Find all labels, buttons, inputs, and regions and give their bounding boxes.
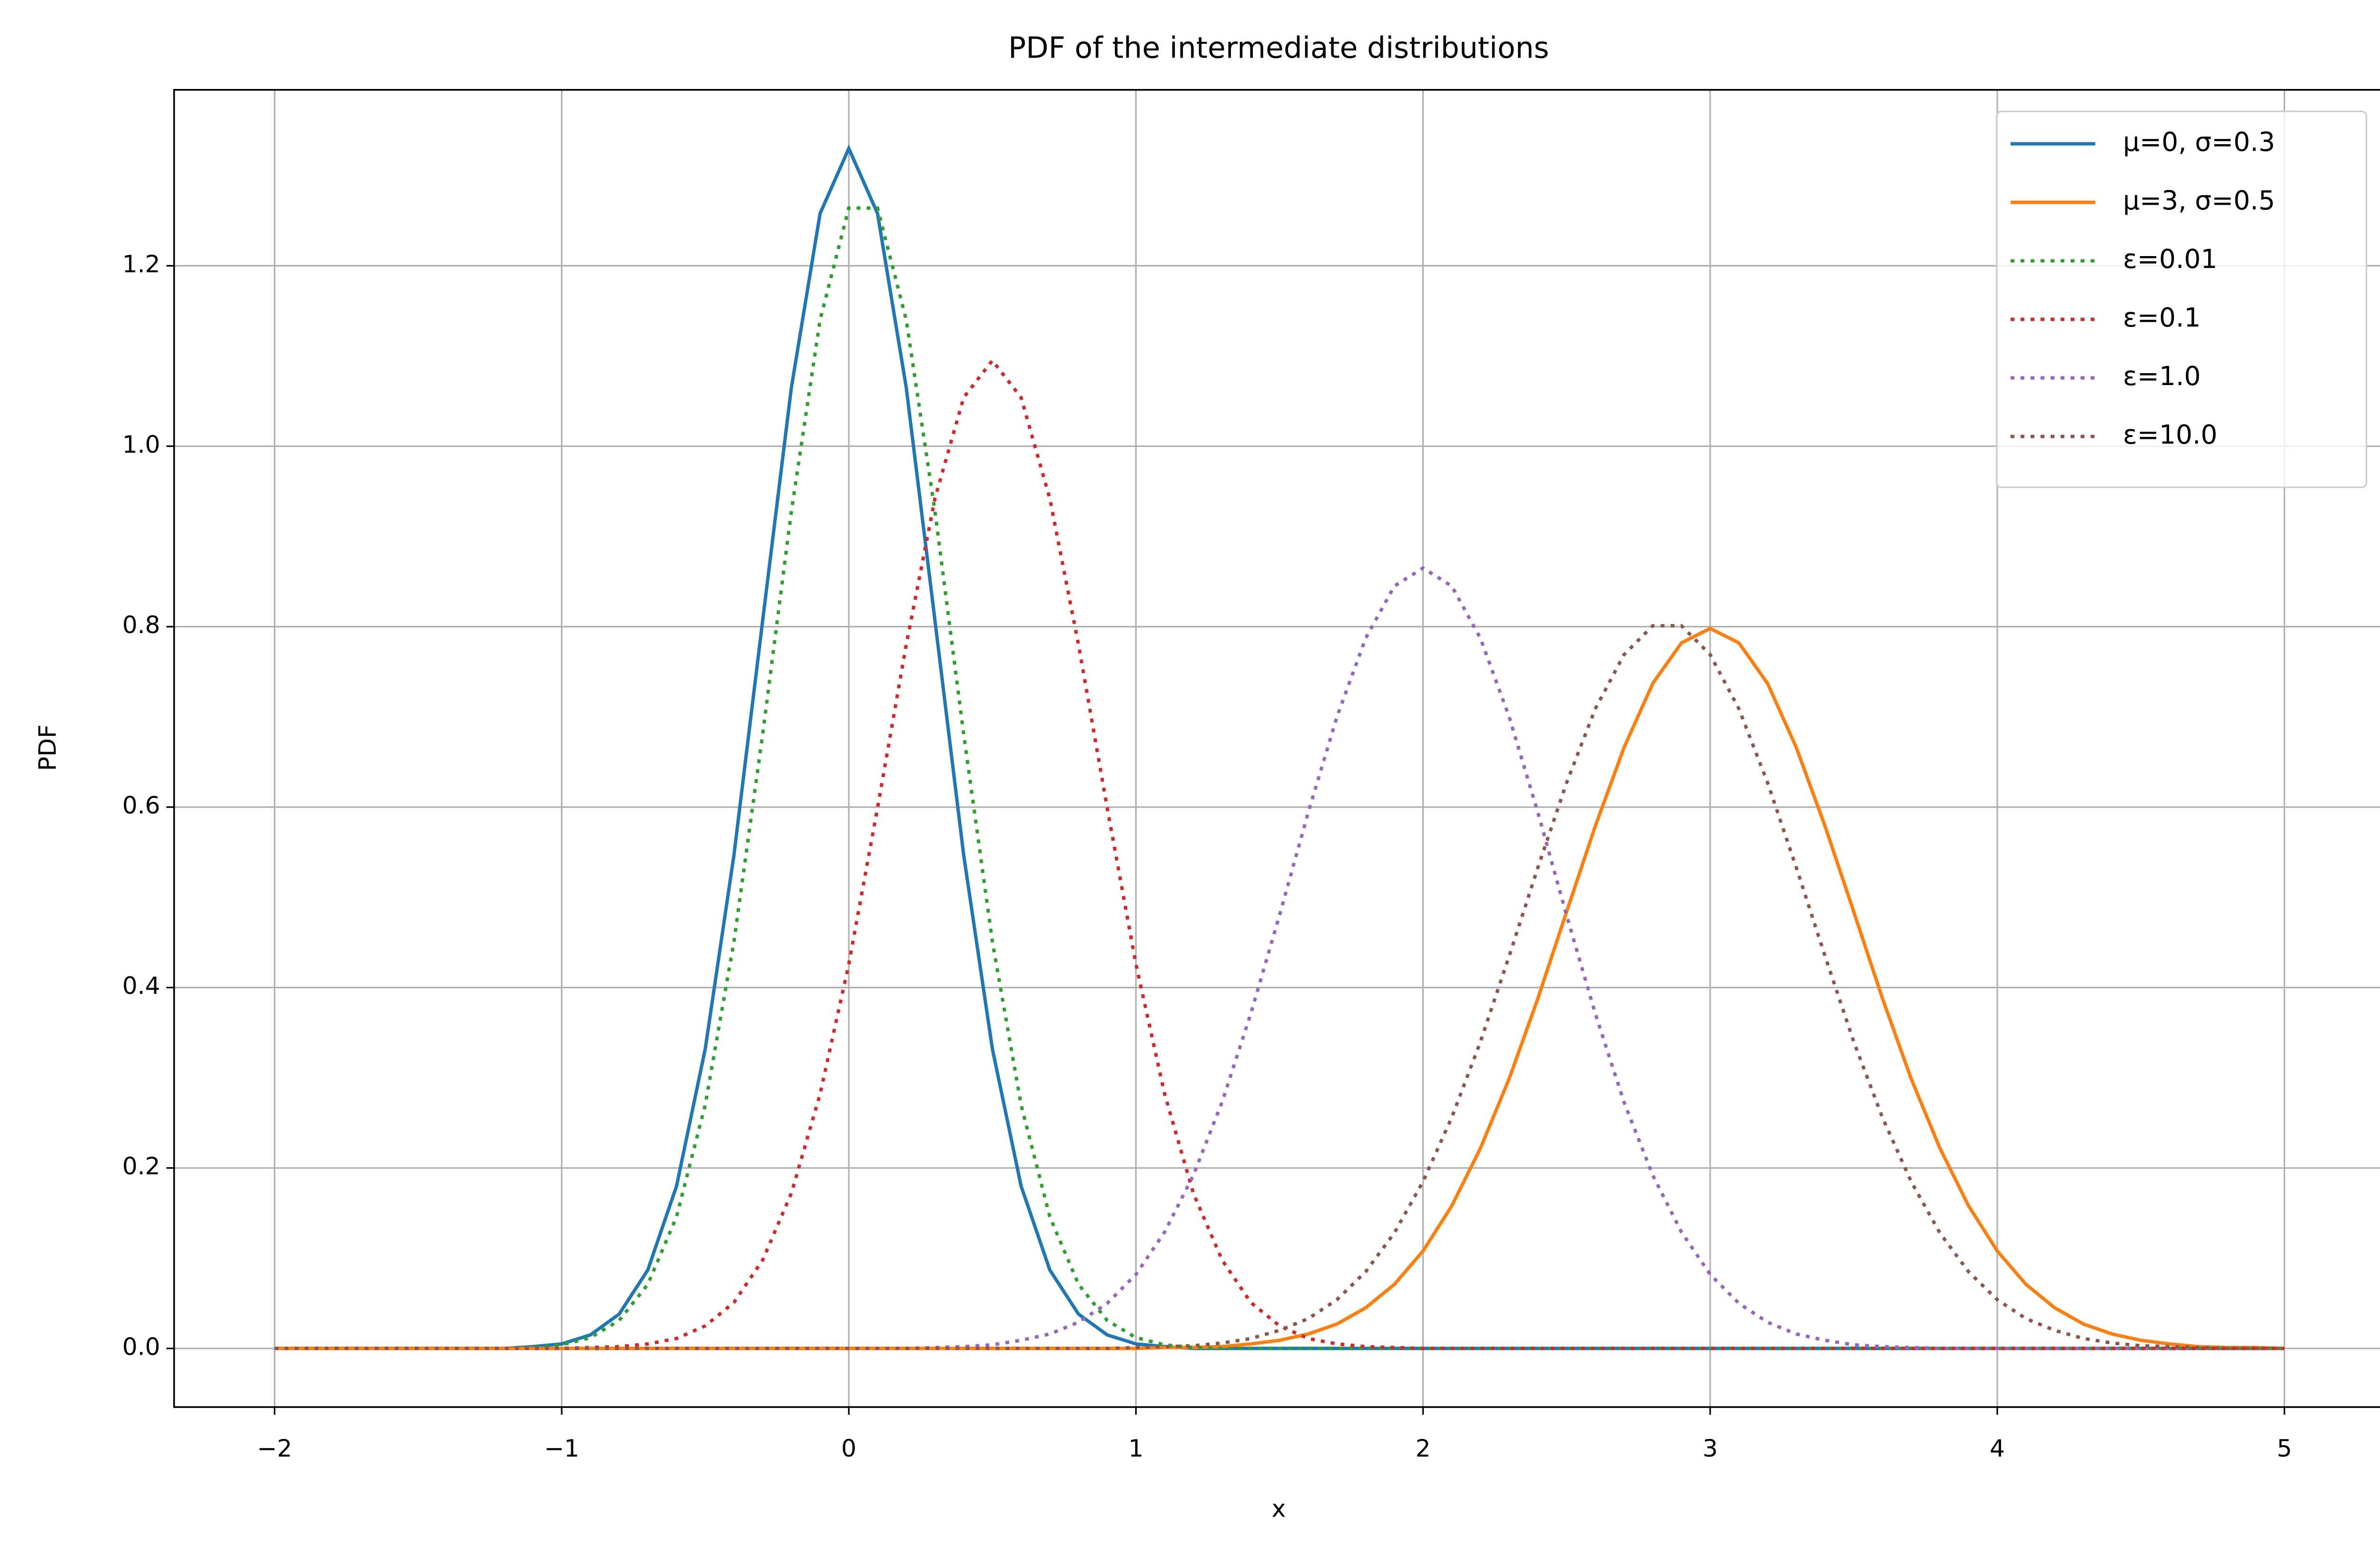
legend-frame bbox=[1996, 110, 2368, 488]
series-line bbox=[274, 626, 2285, 1350]
x-tick-label: 1 bbox=[1128, 1434, 1143, 1462]
y-tick-label: 0.6 bbox=[122, 791, 160, 819]
legend-label: ε=0.01 bbox=[2123, 244, 2217, 274]
x-tick-label: 5 bbox=[2277, 1434, 2292, 1462]
chart-title: PDF of the intermediate distributions bbox=[1008, 31, 1549, 65]
axes-frame bbox=[173, 89, 2380, 1408]
x-axis-label: x bbox=[1272, 1494, 1286, 1522]
x-tick-label: −2 bbox=[257, 1434, 292, 1462]
legend-label: ε=10.0 bbox=[2123, 419, 2217, 450]
x-tick-label: 4 bbox=[1990, 1434, 2005, 1462]
y-tick-label: 0.0 bbox=[122, 1332, 160, 1360]
legend-label: ε=0.1 bbox=[2123, 302, 2201, 333]
y-tick-label: 1.0 bbox=[122, 430, 160, 458]
x-tick-label: 0 bbox=[841, 1434, 856, 1462]
legend: μ=0, σ=0.3 μ=3, σ=0.5 ε=0.01 ε=0.1 ε=1.0 ε=10… bbox=[1996, 110, 2368, 488]
y-tick-label: 0.8 bbox=[122, 611, 160, 639]
y-tick-label: 0.4 bbox=[122, 972, 160, 1000]
series-line bbox=[274, 624, 2285, 1350]
x-tick-label: 2 bbox=[1416, 1434, 1431, 1462]
y-tick-label: 0.2 bbox=[122, 1152, 160, 1180]
x-tick-label: 3 bbox=[1703, 1434, 1718, 1462]
legend-label: ε=1.0 bbox=[2123, 361, 2201, 391]
series-line bbox=[274, 206, 2285, 1350]
legend-label: μ=0, σ=0.3 bbox=[2123, 127, 2275, 157]
y-axis-label: PDF bbox=[33, 724, 61, 771]
legend-label: μ=3, σ=0.5 bbox=[2123, 185, 2275, 216]
y-tick-label: 1.2 bbox=[122, 250, 160, 278]
x-tick-label: −1 bbox=[544, 1434, 579, 1462]
